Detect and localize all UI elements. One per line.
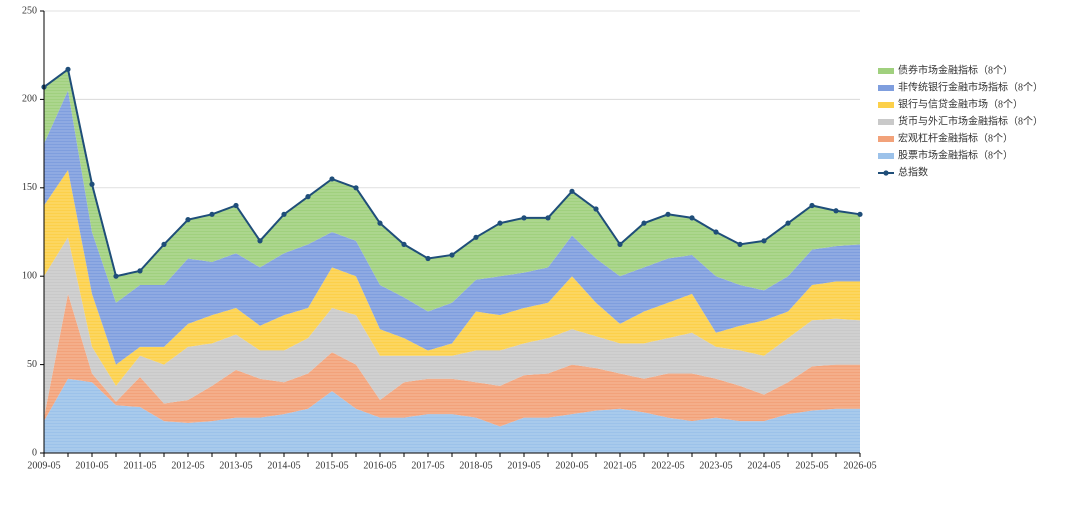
total-point bbox=[377, 220, 383, 226]
x-tick-label: 2021-05 bbox=[603, 460, 636, 471]
total-point bbox=[209, 211, 215, 217]
total-point bbox=[161, 241, 167, 247]
total-point bbox=[473, 234, 479, 240]
total-point bbox=[497, 220, 503, 226]
y-tick-label: 200 bbox=[22, 94, 37, 105]
x-tick-label: 2025-05 bbox=[795, 460, 828, 471]
total-point bbox=[785, 220, 791, 226]
total-point bbox=[521, 215, 527, 221]
total-point bbox=[281, 211, 287, 217]
x-tick-label: 2020-05 bbox=[555, 460, 588, 471]
legend-label: 宏观杠杆金融指标（8个） bbox=[898, 131, 1013, 144]
x-tick-label: 2024-05 bbox=[747, 460, 780, 471]
total-point bbox=[137, 268, 143, 274]
total-point bbox=[593, 206, 599, 212]
x-tick-label: 2014-05 bbox=[267, 460, 300, 471]
total-point bbox=[809, 202, 815, 209]
y-tick-label: 100 bbox=[22, 270, 37, 281]
legend-swatch bbox=[878, 68, 894, 74]
total-point bbox=[113, 273, 119, 279]
total-point bbox=[89, 181, 95, 187]
total-point bbox=[737, 241, 743, 247]
x-tick-label: 2017-05 bbox=[411, 460, 444, 471]
total-point bbox=[353, 185, 359, 191]
area bbox=[44, 378, 860, 453]
total-point bbox=[401, 241, 407, 247]
area bbox=[44, 90, 860, 365]
legend-label: 总指数 bbox=[898, 165, 928, 178]
total-point bbox=[641, 220, 647, 226]
legend-swatch bbox=[883, 170, 889, 176]
y-tick-label: 150 bbox=[22, 182, 37, 193]
legend-swatch bbox=[878, 85, 894, 91]
legend-label: 非传统银行金融市场指标（8个） bbox=[898, 80, 1043, 93]
legend-swatch bbox=[878, 136, 894, 142]
total-point bbox=[185, 217, 191, 223]
total-point bbox=[617, 241, 623, 247]
total-point bbox=[857, 211, 863, 217]
area bbox=[44, 170, 860, 386]
total-point bbox=[425, 255, 431, 262]
total-point bbox=[689, 215, 695, 221]
total-point bbox=[761, 238, 767, 244]
total-point bbox=[65, 66, 71, 72]
total-point bbox=[545, 215, 551, 221]
area bbox=[44, 69, 860, 312]
legend-swatch bbox=[878, 102, 894, 108]
x-tick-label: 2013-05 bbox=[219, 460, 252, 471]
legend-swatch bbox=[878, 153, 894, 159]
y-tick-label: 250 bbox=[22, 5, 37, 16]
total-point bbox=[329, 176, 335, 182]
x-tick-label: 2012-05 bbox=[171, 460, 204, 471]
x-tick-label: 2019-05 bbox=[507, 460, 540, 471]
total-point bbox=[713, 229, 719, 235]
x-tick-label: 2016-05 bbox=[363, 460, 396, 471]
x-tick-label: 2023-05 bbox=[699, 460, 732, 471]
total-point bbox=[569, 188, 575, 194]
legend-label: 股票市场金融指标（8个） bbox=[898, 148, 1013, 161]
y-tick-label: 50 bbox=[27, 359, 37, 370]
x-tick-label: 2018-05 bbox=[459, 460, 492, 471]
x-tick-label: 2010-05 bbox=[75, 460, 108, 471]
legend-label: 货币与外汇市场金融指标（8个） bbox=[898, 114, 1043, 127]
x-tick-label: 2022-05 bbox=[651, 460, 684, 471]
x-tick-label: 2026-05 bbox=[843, 460, 876, 471]
total-point bbox=[257, 238, 263, 244]
area bbox=[44, 293, 860, 427]
total-point bbox=[449, 252, 455, 258]
total-point bbox=[233, 202, 239, 209]
legend-label: 银行与信贷金融市场（8个） bbox=[898, 97, 1023, 110]
total-point bbox=[665, 211, 671, 217]
stripes bbox=[44, 10, 860, 453]
x-tick-label: 2015-05 bbox=[315, 460, 348, 471]
legend-swatch bbox=[878, 119, 894, 125]
x-tick-label: 2009-05 bbox=[27, 460, 60, 471]
total-point bbox=[305, 194, 311, 200]
legend-label: 债券市场金融指标（8个） bbox=[898, 63, 1013, 76]
total-point bbox=[833, 208, 839, 214]
y-tick-label: 0 bbox=[32, 447, 37, 458]
area bbox=[44, 237, 860, 418]
x-tick-label: 2011-05 bbox=[124, 460, 157, 471]
